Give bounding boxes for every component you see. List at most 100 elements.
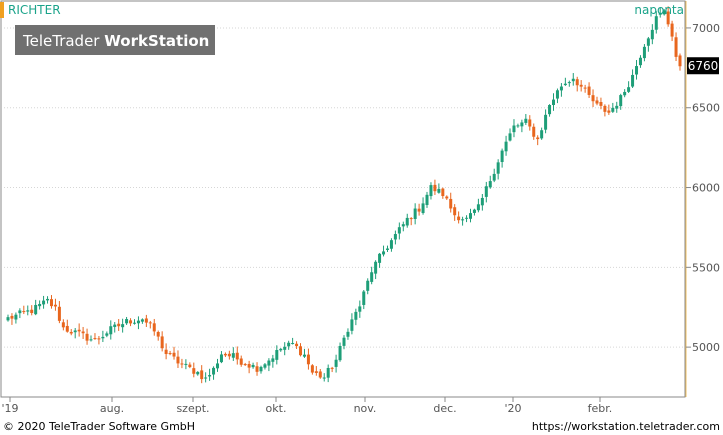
candle-body bbox=[496, 162, 500, 174]
candle-body bbox=[623, 91, 627, 96]
candle-body bbox=[603, 105, 607, 112]
candle-body bbox=[555, 90, 559, 99]
candle-body bbox=[599, 102, 603, 106]
candle-body bbox=[302, 354, 306, 357]
candle-body bbox=[559, 86, 563, 91]
candle-body bbox=[362, 291, 366, 305]
x-tick-label: '19 bbox=[1, 402, 18, 415]
candle-body bbox=[654, 16, 658, 30]
candle-body bbox=[516, 125, 520, 127]
logo-bold: WorkStation bbox=[104, 32, 209, 50]
candle-body bbox=[528, 119, 532, 127]
candle-body bbox=[615, 105, 619, 109]
candle-body bbox=[239, 358, 243, 365]
candle-body bbox=[271, 358, 275, 362]
candle-body bbox=[310, 365, 314, 373]
candle-body bbox=[500, 150, 504, 163]
candle-body bbox=[26, 310, 30, 312]
candle-body bbox=[212, 367, 216, 375]
candle-body bbox=[330, 367, 334, 369]
candle-body bbox=[200, 370, 204, 380]
candle-body bbox=[413, 208, 417, 219]
candle-body bbox=[374, 261, 378, 274]
candle-body bbox=[85, 333, 89, 341]
candle-body bbox=[465, 217, 469, 219]
x-tick-label: okt. bbox=[266, 402, 287, 415]
candle-body bbox=[156, 331, 160, 337]
source-url[interactable]: https://workstation.teletrader.com bbox=[532, 420, 720, 433]
candle-body bbox=[105, 333, 109, 336]
candle-body bbox=[318, 371, 322, 378]
candle-body bbox=[49, 299, 53, 307]
candle-body bbox=[267, 360, 271, 366]
candle-body bbox=[425, 194, 429, 205]
candle-body bbox=[314, 371, 318, 373]
candle-body bbox=[109, 326, 113, 335]
candle-body bbox=[472, 209, 476, 213]
candle-body bbox=[136, 320, 140, 324]
candle-body bbox=[204, 377, 208, 379]
candle-body bbox=[461, 219, 465, 221]
candle-body bbox=[429, 185, 433, 197]
candle-body bbox=[504, 141, 508, 152]
candle-body bbox=[77, 329, 81, 332]
candle-body bbox=[176, 356, 180, 364]
candle-body bbox=[61, 322, 65, 328]
candle-body bbox=[492, 173, 496, 181]
candle-body bbox=[306, 354, 310, 365]
candle-body bbox=[397, 227, 401, 234]
candle-body bbox=[65, 325, 69, 332]
candle-body bbox=[231, 353, 235, 358]
candle-body bbox=[117, 323, 121, 327]
symbol-accent-bar bbox=[0, 2, 4, 18]
candle-body bbox=[160, 336, 164, 349]
candle-body bbox=[548, 105, 552, 115]
last-price-badge: 6760 bbox=[687, 57, 719, 75]
y-tick-label: 6500 bbox=[692, 102, 720, 115]
candle-body bbox=[113, 324, 117, 327]
candle-body bbox=[658, 13, 662, 15]
candle-body bbox=[358, 306, 362, 312]
candle-body bbox=[595, 100, 599, 104]
candle-body bbox=[638, 57, 642, 66]
candle-body bbox=[382, 251, 386, 255]
candle-body bbox=[354, 311, 358, 320]
y-tick-label: 5000 bbox=[692, 341, 720, 354]
candle-body bbox=[409, 218, 413, 220]
candle-body bbox=[674, 37, 678, 57]
candle-body bbox=[53, 304, 57, 307]
candle-body bbox=[125, 319, 129, 324]
candle-body bbox=[223, 353, 227, 356]
candle-body bbox=[101, 336, 105, 339]
candle-body bbox=[678, 55, 682, 67]
candle-body bbox=[57, 306, 61, 321]
candle-body bbox=[144, 318, 148, 323]
x-tick-label: aug. bbox=[100, 402, 124, 415]
y-tick-label: 5500 bbox=[692, 261, 720, 274]
candle-body bbox=[81, 331, 85, 334]
candle-body bbox=[453, 207, 457, 216]
candle-body bbox=[279, 348, 283, 351]
candle-body bbox=[346, 331, 350, 337]
candle-body bbox=[666, 11, 670, 25]
candle-body bbox=[10, 315, 14, 319]
candle-body bbox=[366, 280, 370, 291]
candle-body bbox=[73, 330, 77, 333]
candle-body bbox=[255, 366, 259, 372]
logo-regular: TeleTrader bbox=[22, 32, 104, 50]
candle-body bbox=[129, 320, 133, 324]
candle-body bbox=[342, 337, 346, 346]
x-tick-label: nov. bbox=[354, 402, 377, 415]
candle-body bbox=[227, 353, 231, 357]
candle-body bbox=[22, 311, 26, 313]
candle-body bbox=[275, 350, 279, 360]
candle-body bbox=[6, 317, 10, 321]
candle-body bbox=[121, 324, 125, 328]
candle-body bbox=[635, 66, 639, 75]
candle-body bbox=[259, 366, 263, 372]
y-tick-label: 6000 bbox=[692, 182, 720, 195]
candle-body bbox=[417, 208, 421, 212]
candle-body bbox=[34, 304, 38, 315]
candle-body bbox=[243, 364, 247, 366]
candle-body bbox=[437, 188, 441, 193]
